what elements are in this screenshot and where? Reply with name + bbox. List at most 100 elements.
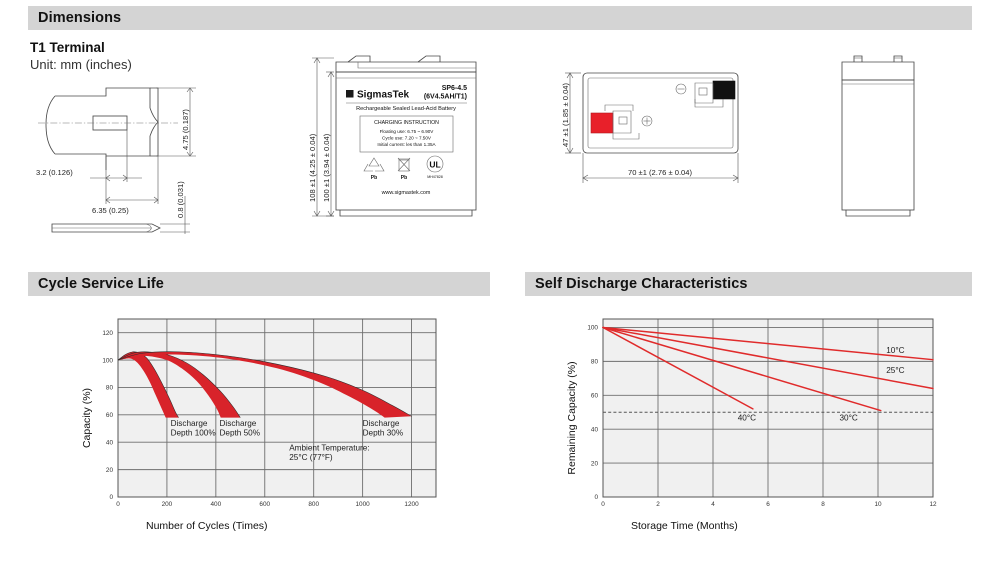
series-labels: 10°C 25°C 30°C 40°C: [738, 346, 905, 423]
capacity-band: [118, 351, 179, 418]
capacity-band: [118, 351, 412, 418]
battery-top-view: 47 ±1 (1.85 ± 0.04) 70 ±1 (2.76 ± 0.04): [555, 55, 805, 205]
x-tick-label: 200: [162, 501, 173, 508]
series-label: 10°C: [886, 346, 904, 355]
x-tick-label: 4: [711, 501, 715, 508]
unit-label: Unit: mm (inches): [30, 57, 132, 72]
side-view-base: [845, 210, 911, 217]
annotation-text: Depth 100%: [171, 428, 216, 437]
y-tick-label: 20: [591, 460, 599, 467]
temperature-curve-30C: [602, 326, 882, 412]
positive-terminal: [590, 104, 653, 140]
chart-self-discharge: 0 2 4 6 8 10 12 0 20 40 60 80 100 Storage Time (Month…: [525, 305, 985, 540]
annotation-text: Ambient Temperature:: [289, 443, 369, 452]
ul-file-number: MH47828: [427, 175, 443, 179]
y-tick-label: 20: [106, 467, 114, 474]
capacity-band-upper-edge: [117, 351, 179, 418]
dim-text-terminal-height: 4.75 (0.187): [181, 109, 190, 150]
temperature-curve-25C: [602, 326, 934, 390]
dim-terminal-width-small: 3.2 (0.126): [36, 130, 142, 182]
chart-cycle-service-life: 0 200 400 600 800 1000 1200 0 20 40 60 80 100 120 Numb…: [30, 305, 490, 540]
terminal-drawing: 4.75 (0.187) 3.2 (0.126) 6.35 (0.25): [30, 78, 280, 238]
y-tick-label: 80: [106, 385, 114, 392]
battery-front-view: 108 ±1 (4.25 ± 0.04) 100 ±1 (3.94 ± 0.04…: [300, 50, 515, 235]
section-title-dimensions: Dimensions: [38, 10, 122, 26]
x-tick-label: 400: [211, 501, 222, 508]
annotation-text: Discharge: [363, 419, 400, 428]
dim-text-terminal-width-small: 3.2 (0.126): [36, 168, 73, 177]
capacity-band-upper-edge: [117, 351, 412, 417]
battery-top-cover: [335, 61, 477, 73]
top-view-inner: [587, 77, 734, 149]
y-tick-label: 0: [594, 494, 598, 501]
temperature-curve-40C: [602, 326, 754, 410]
dim-terminal-width-large: 6.35 (0.25): [92, 156, 159, 215]
side-view-terminals: [853, 55, 903, 62]
x-tick-label: 800: [308, 501, 319, 508]
series-label: 30°C: [840, 414, 858, 423]
x-tick-label: 0: [116, 501, 120, 508]
annotation-text: Discharge: [220, 419, 257, 428]
section-title-self-discharge: Self Discharge Characteristics: [535, 276, 748, 292]
dim-terminal-height: 4.75 (0.187): [156, 87, 196, 157]
x-axis-title: Number of Cycles (Times): [146, 520, 268, 532]
section-header-dimensions: Dimensions: [28, 6, 972, 30]
tick-labels: 0 2 4 6 8 10 12 0 20 40 60 80 100: [587, 325, 937, 508]
website-text: www.sigmastek.com: [381, 190, 431, 196]
brand-mark-icon: [346, 90, 354, 98]
brand-name: SigmasTek: [357, 90, 409, 101]
dim-text-top-view-depth: 47 ±1 (1.85 ± 0.04): [561, 82, 570, 147]
capacity-band: [118, 351, 241, 418]
charging-line-floating: Floating use: 6.75 ~ 6.90V: [380, 129, 435, 134]
dim-text-case-height: 100 ±1 (3.94 ± 0.04): [322, 133, 331, 202]
dim-case-height: 100 ±1 (3.94 ± 0.04): [322, 71, 335, 217]
model-number: SP6-4.5: [442, 85, 467, 92]
battery-product-label: SigmasTek SP6-4.5 (6V4.5AH/T1) Rechargea…: [346, 85, 467, 196]
x-tick-label: 600: [259, 501, 270, 508]
terminal-plate-view: [51, 223, 161, 233]
y-tick-label: 60: [106, 412, 114, 419]
x-tick-label: 1000: [356, 501, 371, 508]
dim-text-overall-height: 108 ±1 (4.25 ± 0.04): [308, 133, 317, 202]
recycle-pb-text: Pb: [371, 175, 377, 181]
annotation-text: Depth 50%: [220, 428, 261, 437]
y-tick-label: 60: [591, 392, 599, 399]
x-tick-label: 6: [766, 501, 770, 508]
plot-border: [602, 318, 934, 498]
x-tick-label: 12: [929, 501, 937, 508]
data-series: [602, 326, 934, 412]
plot-border: [117, 318, 437, 498]
y-tick-label: 40: [591, 426, 599, 433]
dim-text-top-view-width: 70 ±1 (2.76 ± 0.04): [628, 168, 693, 177]
ul-icon: UL MH47828: [426, 155, 444, 179]
tick-labels: 0 200 400 600 800 1000 1200 0 20 40 60 80 100 120: [102, 330, 419, 508]
series-label: 40°C: [738, 414, 756, 423]
grid-lines: [118, 319, 436, 497]
y-tick-label: 40: [106, 439, 114, 446]
section-header-cycle-service-life: Cycle Service Life: [28, 272, 490, 296]
dim-text-terminal-thickness: 0.8 (0.031): [176, 181, 185, 218]
top-view-outline: [582, 72, 739, 154]
dim-terminal-thickness: 0.8 (0.031): [160, 181, 190, 234]
data-series: [117, 351, 412, 418]
t1-terminal-title: T1 Terminal: [30, 40, 105, 55]
y-tick-label: 120: [102, 330, 113, 337]
side-view-case: [841, 79, 915, 211]
x-tick-label: 10: [874, 501, 882, 508]
terminal-profile: [45, 87, 159, 170]
x-tick-label: 0: [601, 501, 605, 508]
negative-terminal: [675, 80, 736, 108]
crossed-bin-pb-text: Pb: [401, 175, 407, 181]
battery-side-view: [828, 50, 938, 235]
y-tick-label: 100: [102, 357, 113, 364]
charging-line-initial-current: Initial current: les than 1.35A: [377, 142, 436, 147]
y-axis-title: Remaining Capacity (%): [566, 361, 578, 474]
series-label: 25°C: [886, 366, 904, 375]
dim-text-terminal-width-large: 6.35 (0.25): [92, 206, 129, 215]
battery-type-line: Rechargeable Sealed Lead-Acid Battery: [356, 106, 456, 112]
y-tick-label: 100: [587, 325, 598, 332]
recycle-icon: Pb: [363, 157, 385, 181]
annotation-text: Discharge: [171, 419, 208, 428]
